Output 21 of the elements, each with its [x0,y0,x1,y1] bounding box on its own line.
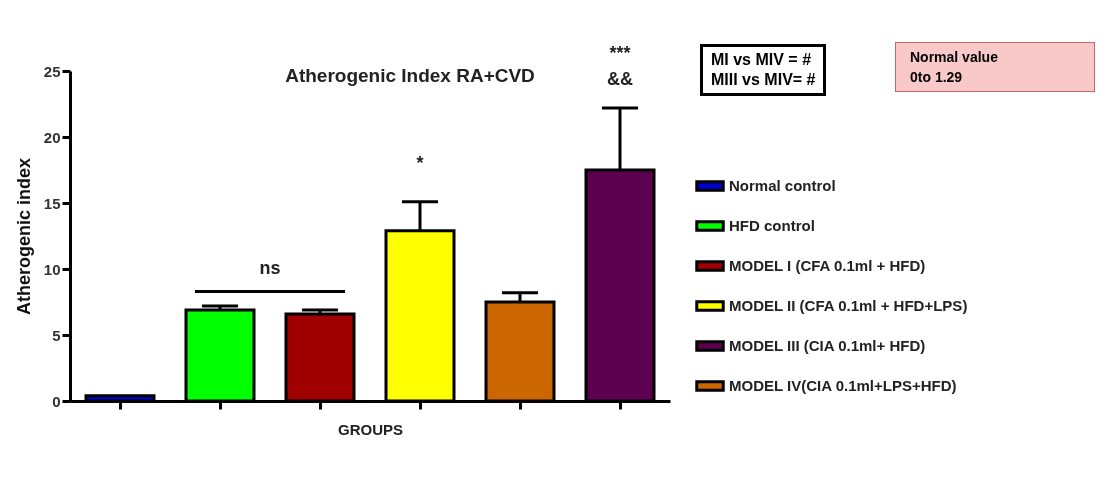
legend-label: Normal control [729,177,836,194]
annotation: * [416,152,424,173]
y-tick-label: 15 [43,194,61,212]
legend-label: MODEL IV(CIA 0.1ml+LPS+HFD) [729,377,957,394]
note-box: MI vs MIV = # MIII vs MIV= # [700,44,827,96]
y-tick-label: 0 [52,392,61,410]
y-tick-label: 5 [52,326,61,344]
legend-label: MODEL III (CIA 0.1ml+ HFD) [729,337,926,354]
text: *** [609,43,631,64]
y-tick-label: 20 [43,128,61,146]
annotation: && [607,69,633,90]
note-box: Normal value 0to 1.29 [895,42,1095,92]
annotation: ns [259,258,281,279]
legend-label: MODEL II (CFA 0.1ml + HFD+LPS) [729,297,968,314]
legend-label: MODEL I (CFA 0.1ml + HFD) [729,257,926,274]
x-axis-title: GROUPS [337,421,404,438]
y-tick-label: 25 [43,62,61,80]
legend-label: HFD control [729,217,815,234]
y-axis-title: Atherogenic index [13,157,34,316]
y-tick-label: 10 [43,260,61,278]
chart-title: Atherogenic Index RA+CVD [285,65,535,87]
